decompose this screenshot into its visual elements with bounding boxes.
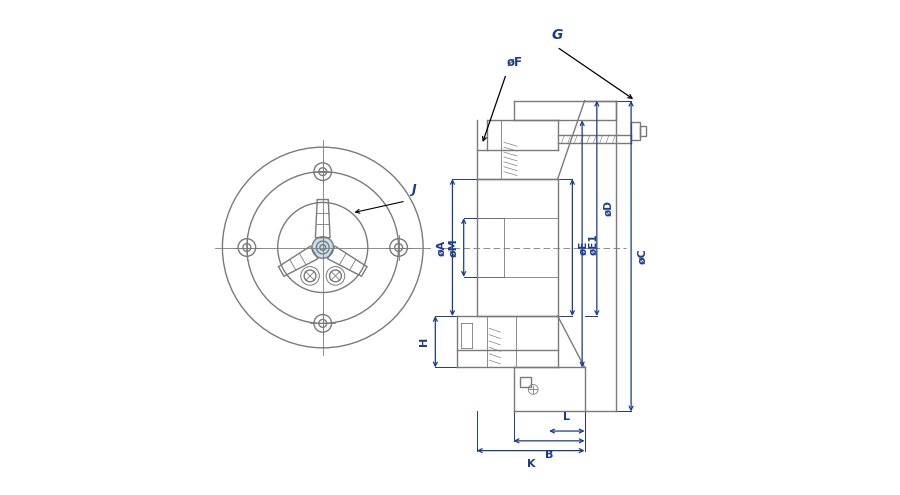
Text: øC: øC: [637, 248, 647, 264]
Text: øE1: øE1: [588, 233, 598, 254]
Text: H: H: [419, 337, 429, 346]
Text: G: G: [551, 28, 562, 42]
Text: øA: øA: [436, 240, 446, 255]
Text: B: B: [544, 449, 554, 460]
Bar: [520, 377, 531, 387]
Bar: [631, 122, 640, 140]
Bar: [640, 126, 646, 137]
Text: J: J: [410, 183, 416, 196]
Text: øE: øE: [578, 240, 589, 255]
Text: K: K: [526, 459, 535, 469]
Text: øM: øM: [448, 238, 458, 257]
Text: øD: øD: [603, 200, 613, 216]
Text: øF: øF: [507, 56, 522, 69]
Circle shape: [312, 237, 334, 258]
Text: L: L: [563, 412, 571, 422]
